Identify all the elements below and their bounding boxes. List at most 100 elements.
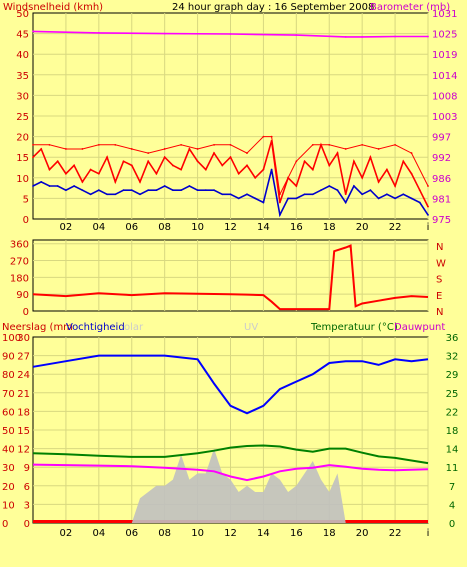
- panel3-x-tick: 22: [389, 528, 402, 539]
- panel2-left-tick: 180: [10, 273, 29, 284]
- panel1-x-tick: 02: [60, 222, 73, 233]
- panel2-right-tick: W: [436, 258, 446, 269]
- panel1-point-gemiddelde: [163, 185, 166, 187]
- panel1-point-windsnelheid: [106, 156, 108, 159]
- panel1-point-gemiddelde: [130, 189, 133, 192]
- panel1-point-gemiddelde: [427, 213, 429, 216]
- panel3-right-tick: 25: [446, 389, 459, 400]
- panel1-point-windstoten: [97, 143, 100, 146]
- panel1-point-barometer: [361, 36, 364, 38]
- panel1-point-windsnelheid: [196, 160, 199, 163]
- panel1-point-windsnelheid: [73, 164, 76, 167]
- panel1-point-gemiddelde: [73, 185, 76, 187]
- panel3-series-temperatuur: [32, 444, 429, 465]
- panel1-left-tick: 15: [16, 153, 29, 164]
- panel1-point-windstoten: [114, 143, 117, 146]
- panel3-left-tick-rain: 80: [2, 370, 15, 381]
- panel1-series: [32, 30, 429, 218]
- panel1-point-windsnelheid: [427, 205, 429, 208]
- panel3-left-tick-rain: 50: [2, 426, 15, 437]
- panel1-x-tick: 20: [356, 222, 369, 233]
- panel1-point-windsnelheid: [311, 168, 314, 171]
- panel1-point-windstoten: [361, 143, 364, 146]
- panel1-point-gemiddelde: [353, 185, 355, 187]
- panel1-point-windsnelheid: [328, 164, 331, 167]
- panel1-point-windsnelheid: [81, 181, 84, 183]
- panel1-point-windstoten: [147, 152, 150, 154]
- panel3-series-solar: [131, 448, 346, 523]
- panel1-point-windsnelheid: [204, 168, 207, 171]
- panel1-x-tick: 18: [323, 222, 336, 233]
- panel3-x-tick: 16: [290, 528, 303, 539]
- panel3-left-tick-rain: 100: [2, 333, 21, 344]
- panel1-point-barometer: [394, 35, 396, 38]
- panel1-point-gemiddelde: [336, 189, 339, 192]
- panel1-right-label: Barometer (mb): [370, 2, 450, 13]
- panel1-point-windstoten: [229, 143, 232, 146]
- panel1-point-gemiddelde: [171, 189, 174, 192]
- panel1-point-windsnelheid: [385, 168, 388, 171]
- panel2-left-tick: 90: [16, 290, 29, 301]
- panel3-series-dauwpunt: [32, 463, 429, 482]
- panel3-right-tick: 22: [446, 407, 459, 418]
- panel1-point-gemiddelde: [287, 197, 290, 200]
- panel1-point-windsnelheid: [213, 152, 215, 154]
- panel1-point-gemiddelde: [56, 185, 59, 187]
- panel1-point-gemiddelde: [311, 193, 314, 196]
- panel3-right-tick: 18: [446, 426, 459, 437]
- panel2-series: [32, 244, 429, 311]
- panel1-point-gemiddelde: [188, 185, 191, 187]
- panel1-right-tick: 1003: [432, 112, 457, 123]
- panel1-right-tick: 992: [432, 153, 451, 164]
- panel1-point-windstoten: [81, 148, 84, 150]
- panel3-left-tick-rain: 20: [2, 482, 15, 493]
- panel1-point-windsnelheid: [56, 160, 59, 163]
- panel3-label-solar: olar: [124, 322, 144, 333]
- panel1-point-windsnelheid: [122, 160, 125, 163]
- panel1-right-tick: 1014: [432, 71, 457, 82]
- panel1-point-gemiddelde: [377, 197, 380, 200]
- panel1-point-gemiddelde: [106, 193, 108, 196]
- panel1-point-windsnelheid: [303, 160, 306, 163]
- panel1-point-windsnelheid: [147, 160, 150, 163]
- panel1-point-windstoten: [427, 185, 429, 187]
- panel3-left-tick-humidity: 24: [17, 370, 30, 381]
- panel1-left-tick: 40: [16, 50, 29, 61]
- panel1-point-gemiddelde: [122, 189, 125, 192]
- panel1-point-windsnelheid: [139, 181, 141, 183]
- panel3-left-tick-humidity: 9: [24, 463, 30, 474]
- panel1-point-gemiddelde: [270, 168, 273, 171]
- panel1-point-windstoten: [65, 148, 67, 150]
- panel2-left-tick: 0: [23, 307, 29, 318]
- panel1-point-windsnelheid: [377, 181, 380, 183]
- panel1-point-gemiddelde: [246, 193, 248, 196]
- panel2-grid: [33, 240, 429, 311]
- panel1-point-windsnelheid: [65, 172, 67, 175]
- panel1-point-windsnelheid: [418, 189, 421, 192]
- panel1-left-tick: 50: [16, 9, 29, 20]
- panel3-x-tick: 08: [158, 528, 171, 539]
- panel3-left-tick-rain: 60: [2, 407, 15, 418]
- panel1-ticks: 0 5 10 15 20 25 30 35 40 45 50 975 981 986 992 997 1003 1…: [16, 9, 457, 233]
- panel2-right-tick: N: [436, 242, 443, 253]
- panel1-point-windsnelheid: [114, 181, 117, 183]
- panel2-left-tick: 360: [10, 240, 29, 251]
- panel1-point-windstoten: [270, 135, 273, 138]
- panel2-right-tick: E: [436, 291, 442, 302]
- panel1-point-gemiddelde: [40, 181, 43, 183]
- panel1-point-gemiddelde: [410, 197, 413, 200]
- panel1-point-windsnelheid: [163, 156, 166, 159]
- panel3-x-tick: 14: [257, 528, 270, 539]
- panel1-point-gemiddelde: [65, 189, 67, 192]
- panel3-left-tick-humidity: 21: [17, 389, 30, 400]
- panel1-point-windsnelheid: [344, 193, 347, 196]
- panel1-point-gemiddelde: [32, 185, 34, 187]
- panel1-point-barometer: [163, 32, 166, 35]
- panel1-point-windsnelheid: [89, 168, 92, 171]
- panel1-point-gemiddelde: [89, 193, 92, 196]
- panel3-left-tick-rain: 10: [2, 500, 15, 511]
- panel1-point-gemiddelde: [361, 193, 364, 196]
- panel3-left-tick-humidity: 15: [17, 426, 30, 437]
- panel1-point-windsnelheid: [171, 164, 174, 167]
